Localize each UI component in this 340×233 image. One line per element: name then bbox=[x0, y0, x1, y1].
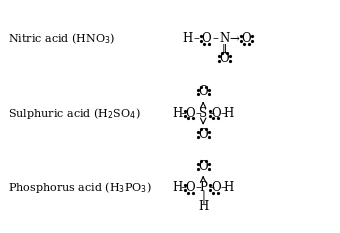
Text: –: – bbox=[208, 181, 214, 194]
Text: –: – bbox=[195, 107, 201, 120]
Text: O: O bbox=[198, 160, 208, 173]
Text: H: H bbox=[173, 181, 183, 194]
Text: O: O bbox=[241, 32, 251, 45]
Text: O: O bbox=[201, 32, 211, 45]
Text: N: N bbox=[220, 32, 230, 45]
Text: H: H bbox=[223, 181, 234, 194]
Text: S: S bbox=[199, 107, 207, 120]
Text: P: P bbox=[199, 181, 207, 194]
Text: →: → bbox=[230, 32, 239, 45]
Text: H: H bbox=[173, 107, 183, 120]
Text: –: – bbox=[221, 107, 226, 120]
Text: –: – bbox=[181, 107, 187, 120]
Text: –: – bbox=[181, 181, 187, 194]
Text: –: – bbox=[195, 181, 201, 194]
Text: O: O bbox=[186, 107, 195, 120]
Text: O: O bbox=[220, 52, 230, 65]
Text: H: H bbox=[223, 107, 234, 120]
Text: –: – bbox=[208, 107, 214, 120]
Text: |: | bbox=[201, 191, 205, 203]
Text: ‖: ‖ bbox=[222, 44, 227, 53]
Text: O: O bbox=[186, 181, 195, 194]
Text: O: O bbox=[198, 128, 208, 141]
Text: Nitric acid (HNO$_3$): Nitric acid (HNO$_3$) bbox=[8, 32, 115, 46]
Text: Phosphorus acid (H$_3$PO$_3$): Phosphorus acid (H$_3$PO$_3$) bbox=[8, 180, 152, 195]
Text: –: – bbox=[193, 32, 199, 45]
Text: O: O bbox=[198, 86, 208, 98]
Text: O: O bbox=[211, 181, 221, 194]
Text: H: H bbox=[198, 200, 208, 213]
Text: –: – bbox=[213, 32, 219, 45]
Text: O: O bbox=[211, 107, 221, 120]
Text: –: – bbox=[221, 181, 226, 194]
Text: H: H bbox=[183, 32, 193, 45]
Text: Sulphuric acid (H$_2$SO$_4$): Sulphuric acid (H$_2$SO$_4$) bbox=[8, 106, 141, 121]
